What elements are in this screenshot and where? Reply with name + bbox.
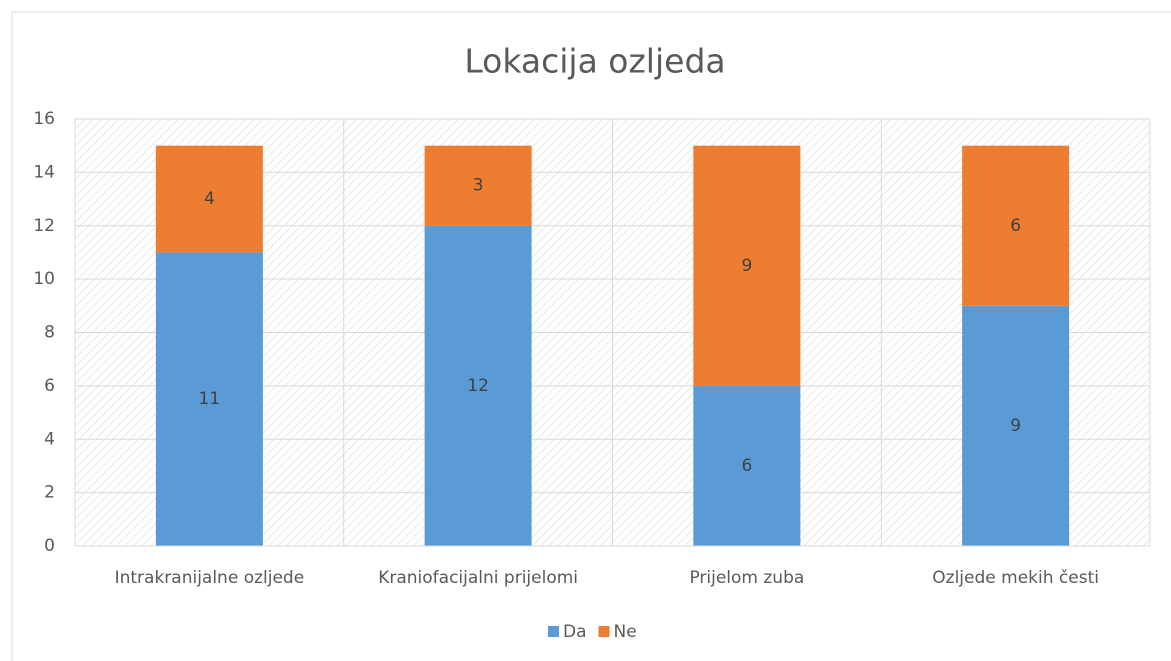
data-label: 4: [204, 189, 215, 209]
data-label: 11: [199, 389, 221, 409]
data-label: 6: [1010, 216, 1021, 236]
data-label: 3: [473, 176, 484, 196]
bar-segment: [962, 305, 1070, 546]
y-tick-label: 10: [33, 269, 55, 289]
data-label: 9: [741, 256, 752, 276]
legend-label: Ne: [614, 622, 637, 642]
x-tick-label: Kraniofacijalni prijelomi: [378, 568, 578, 588]
bar-segment: [693, 385, 801, 546]
x-tick-label: Prijelom zuba: [689, 568, 804, 588]
bar-segment: [424, 145, 532, 226]
y-tick-label: 8: [44, 323, 55, 343]
bar-segment: [155, 145, 263, 253]
y-tick-label: 12: [33, 216, 55, 236]
bar-segment: [155, 252, 263, 546]
legend-swatch: [598, 626, 610, 637]
bar-segment: [693, 145, 801, 386]
y-tick-label: 4: [44, 429, 55, 449]
legend-label: Da: [563, 622, 587, 642]
x-tick-label: Ozljede mekih česti: [932, 568, 1099, 588]
y-tick-label: 0: [44, 536, 55, 556]
bar-segment: [962, 145, 1070, 306]
y-tick-label: 6: [44, 376, 55, 396]
y-tick-label: 16: [33, 109, 55, 129]
x-tick-label: Intrakranijalne ozljede: [115, 568, 305, 588]
y-tick-label: 14: [33, 162, 55, 182]
data-label: 12: [467, 376, 489, 396]
data-label: 6: [741, 456, 752, 476]
chart-title: Lokacija ozljeda: [464, 42, 725, 81]
y-tick-label: 2: [44, 483, 55, 503]
bar-segment: [424, 225, 532, 546]
legend-swatch: [548, 626, 559, 637]
data-label: 9: [1010, 416, 1021, 436]
